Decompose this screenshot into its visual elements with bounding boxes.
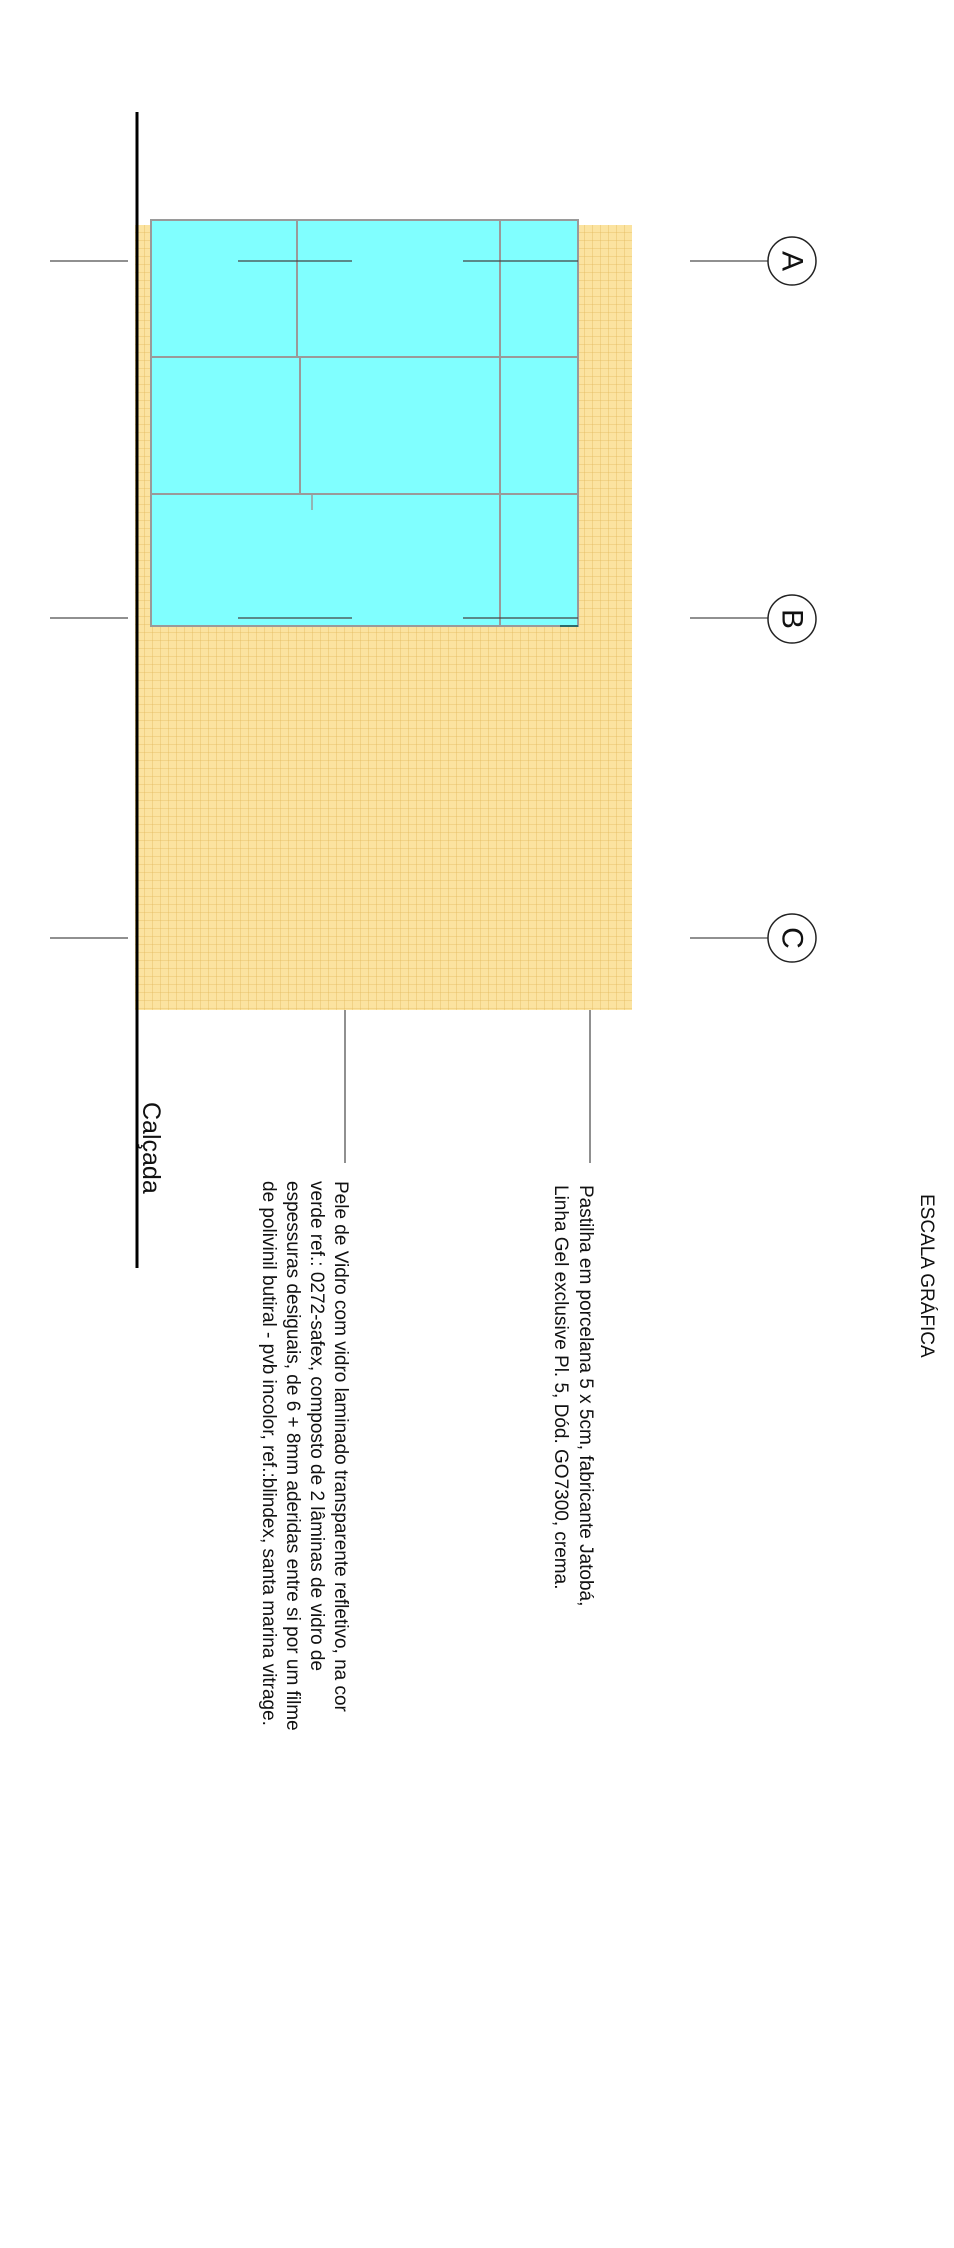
axis-marker-label: B	[776, 609, 809, 629]
tile-note: Pastilha em porcelana 5 x 5cm, fabricant…	[550, 1185, 596, 1606]
glass-note-line: verde ref.: 0272-safex, composto de 2 lâ…	[306, 1181, 327, 1671]
axis-marker-label: C	[776, 927, 809, 949]
glass-note-line: espessuras desiguais, de 6 + 8mm aderida…	[282, 1181, 303, 1731]
glass-note-line: Pele de Vidro com vidro laminado transpa…	[330, 1181, 351, 1713]
glass-curtain-wall	[151, 220, 578, 626]
axis-marker-b: B	[768, 595, 816, 643]
glass-panel	[151, 220, 578, 626]
scale-label: ESCALA GRÁFICA	[916, 1194, 937, 1358]
tile-note-line: Linha Gel exclusive Pl. 5, Dód. GO7300, …	[550, 1185, 571, 1589]
tile-note-line: Pastilha em porcelana 5 x 5cm, fabricant…	[575, 1185, 596, 1606]
glass-note-line: de polivinil butiral - pvb incolor, ref.…	[258, 1181, 279, 1726]
sidewalk-label: Calçada	[137, 1102, 165, 1194]
axis-marker-label: A	[776, 251, 809, 271]
axis-marker-a: A	[768, 237, 816, 285]
glass-note: Pele de Vidro com vidro laminado transpa…	[258, 1181, 351, 1731]
axis-marker-c: C	[768, 914, 816, 962]
